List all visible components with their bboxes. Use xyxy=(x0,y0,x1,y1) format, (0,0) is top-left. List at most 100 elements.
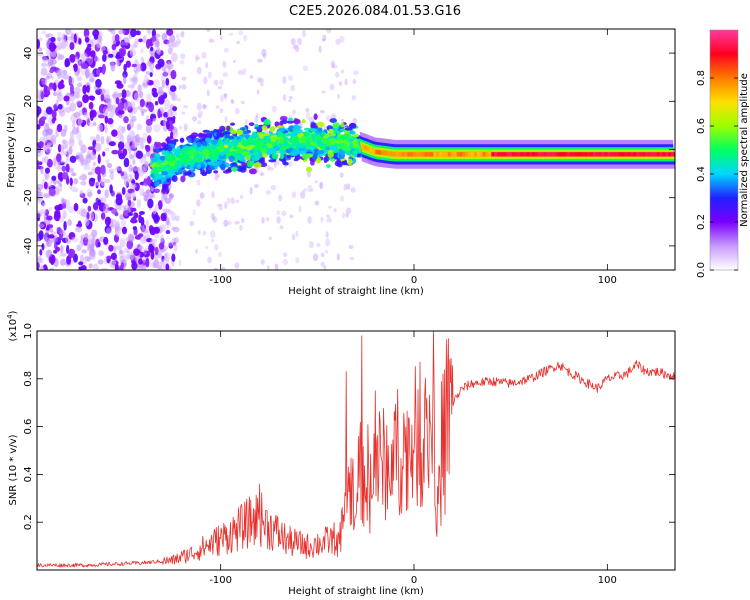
spectrogram-cell xyxy=(274,263,279,270)
spectrogram-cell xyxy=(324,249,329,254)
spectrogram-cell xyxy=(110,218,118,228)
spectrogram-cell xyxy=(133,92,140,102)
spectrogram-cell xyxy=(103,236,109,245)
spectrogram-cell xyxy=(45,48,51,55)
spectrogram-cell xyxy=(321,138,330,144)
spectrogram-cell xyxy=(65,163,70,173)
spectrogram-cell xyxy=(219,125,226,132)
spectrogram-cell xyxy=(279,127,285,132)
spectrogram-cell xyxy=(179,159,188,163)
spectrogram-tone-core xyxy=(555,152,559,157)
snr-y-scale: (x104) xyxy=(6,310,19,341)
spectrogram-cell xyxy=(290,84,296,92)
spectrogram-cell xyxy=(80,144,87,154)
spectrogram-cell xyxy=(154,246,159,256)
spectrogram-cell xyxy=(288,95,293,100)
spectrogram-cell xyxy=(297,37,302,46)
spectrogram-cell xyxy=(293,118,301,125)
y-tick-label: 1.0 xyxy=(23,323,34,339)
spectrogram-cell xyxy=(97,259,104,265)
spectrogram-cell xyxy=(217,85,223,90)
spectrogram-tone-core xyxy=(566,152,570,157)
spectrogram-cell xyxy=(145,71,152,75)
spectrogram-cell xyxy=(80,52,88,62)
spectrogram-cell xyxy=(89,211,95,221)
spectrogram-cell xyxy=(342,136,348,141)
spectrogram-cell xyxy=(294,44,300,52)
spectrogram-cell xyxy=(230,129,237,135)
spectrogram-tone-core xyxy=(430,152,434,157)
spectrogram-cell xyxy=(169,120,173,130)
spectrogram-cell xyxy=(306,170,311,178)
spectrogram-cell xyxy=(320,252,325,258)
spectrogram-cell xyxy=(172,42,177,48)
spectrogram-cell xyxy=(150,46,154,52)
spectrogram-cell xyxy=(48,42,56,52)
spectrogram-cell xyxy=(319,181,324,190)
spectrogram-cell xyxy=(127,212,133,217)
spectrogram-cell xyxy=(121,187,126,195)
spectrogram-cell xyxy=(175,33,180,39)
spectrogram-cell xyxy=(334,160,341,167)
spectrogram-cell xyxy=(183,162,189,168)
spectrogram-cell xyxy=(226,197,231,204)
spectrogram-tone-core xyxy=(453,152,457,157)
spectrogram-cell xyxy=(83,157,90,162)
spectrogram-cell xyxy=(117,110,125,115)
spectrogram-cell xyxy=(50,36,56,43)
spectrogram-tone-core xyxy=(642,152,646,157)
spectrogram-cell xyxy=(348,122,357,129)
spectrogram-cell xyxy=(59,258,66,266)
spectrogram-cell xyxy=(148,102,155,113)
spectrogram-cell xyxy=(305,166,312,173)
spectrogram-cell xyxy=(271,105,277,113)
spectrogram-cell xyxy=(43,181,48,190)
spectrogram-cell xyxy=(281,119,288,125)
spectrogram-tone-core xyxy=(482,152,486,157)
spectrogram-cell xyxy=(137,84,142,93)
spectrogram-cell xyxy=(127,199,132,207)
spectrogram-cell xyxy=(312,253,319,262)
spectrogram-tone-core xyxy=(473,152,478,157)
spectrogram-cell xyxy=(236,129,244,136)
spectrogram-cell xyxy=(281,210,287,217)
spectrogram-cell xyxy=(139,137,144,143)
spectrogram-cell xyxy=(150,156,159,163)
spectrogram-cell xyxy=(146,93,152,103)
spectrogram-cell xyxy=(110,252,117,260)
spectrogram-cell xyxy=(233,153,240,160)
spectrogram-cell xyxy=(108,141,116,147)
spectrogram-cell xyxy=(183,123,188,132)
spectrogram-cell xyxy=(220,163,226,171)
spectrogram-cell xyxy=(200,168,205,174)
spectrogram-tone-core xyxy=(595,152,599,157)
spectrogram-cell xyxy=(118,113,125,119)
spectrogram-cell xyxy=(254,150,261,156)
colorbar-ticks: 0.0 0.2 0.4 0.6 0.8 xyxy=(696,70,738,278)
y-tick-label: 0 xyxy=(23,146,34,152)
spectrogram-cell xyxy=(82,84,87,95)
spectrogram-cell xyxy=(270,185,276,191)
spectrogram-cell xyxy=(144,228,150,235)
spectrogram-cell xyxy=(154,101,159,106)
spectrogram-cell xyxy=(163,155,171,161)
colorbar-tick-label: 0.6 xyxy=(696,118,707,134)
spectrogram-cell xyxy=(171,52,178,63)
spectrogram-cell xyxy=(102,203,110,214)
spectrogram-cell xyxy=(188,134,194,138)
spectrogram-cell xyxy=(142,82,149,87)
spectrogram-cell xyxy=(140,216,145,227)
spectrogram-cell xyxy=(222,60,227,68)
spectrogram-cell xyxy=(344,127,353,131)
spectrogram-cell xyxy=(39,208,47,215)
spectrogram-cell xyxy=(120,171,125,177)
spectrogram-cell xyxy=(73,202,79,212)
spectrogram-cell xyxy=(97,241,101,248)
spectrogram-cell xyxy=(37,52,45,57)
spectrogram-cell xyxy=(109,184,113,194)
spectrogram-cell xyxy=(235,107,240,115)
spectrogram-tone-core xyxy=(386,151,391,156)
spectrogram-cell xyxy=(165,263,170,270)
spectrogram-cell xyxy=(329,118,337,124)
spectrogram-cell xyxy=(51,231,57,236)
